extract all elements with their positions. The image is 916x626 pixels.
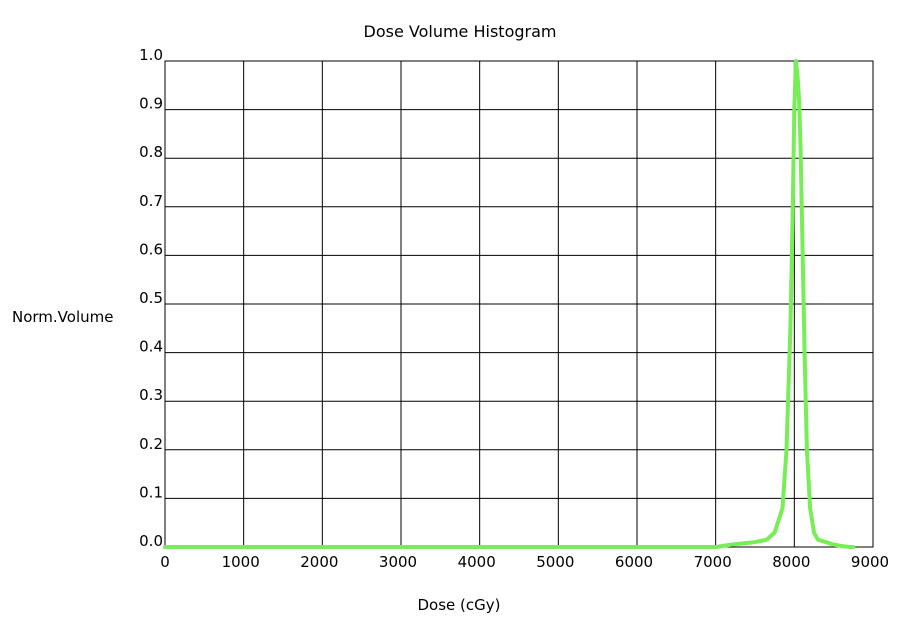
x-axis-ticks: 0 1000 2000 3000 4000 5000 6000 7000 8000 9000 [160,553,889,571]
y-tick-label: 0.2 [139,435,163,453]
series-line-dvh [163,59,856,549]
x-tick-label: 9000 [851,553,889,571]
y-tick-label: 0.7 [139,192,163,210]
y-tick-label: 0.4 [139,338,163,356]
y-tick-label: 0.3 [139,386,163,404]
x-tick-label: 6000 [615,553,653,571]
x-tick-label: 3000 [379,553,417,571]
y-tick-label: 0.5 [139,289,163,307]
series-group [163,59,856,549]
chart-title: Dose Volume Histogram [364,22,557,41]
x-tick-label: 0 [160,553,170,571]
y-tick-label: 0.9 [139,95,163,113]
x-tick-label: 4000 [458,553,496,571]
x-tick-label: 2000 [300,553,338,571]
grid-lines [164,60,874,548]
x-tick-label: 8000 [772,553,810,571]
y-axis-label: Norm.Volume [12,308,113,326]
y-axis-ticks: 0.0 0.1 0.2 0.3 0.4 0.5 0.6 0.7 0.8 0.9 1.0 [139,46,163,550]
x-tick-label: 1000 [222,553,260,571]
y-tick-label: 1.0 [139,46,163,64]
y-tick-label: 0.0 [139,532,163,550]
y-tick-label: 0.8 [139,143,163,161]
x-tick-label: 5000 [536,553,574,571]
y-tick-label: 0.1 [139,483,163,501]
x-tick-label: 7000 [694,553,732,571]
y-tick-label: 0.6 [139,240,163,258]
x-axis-label: Dose (cGy) [418,596,501,614]
